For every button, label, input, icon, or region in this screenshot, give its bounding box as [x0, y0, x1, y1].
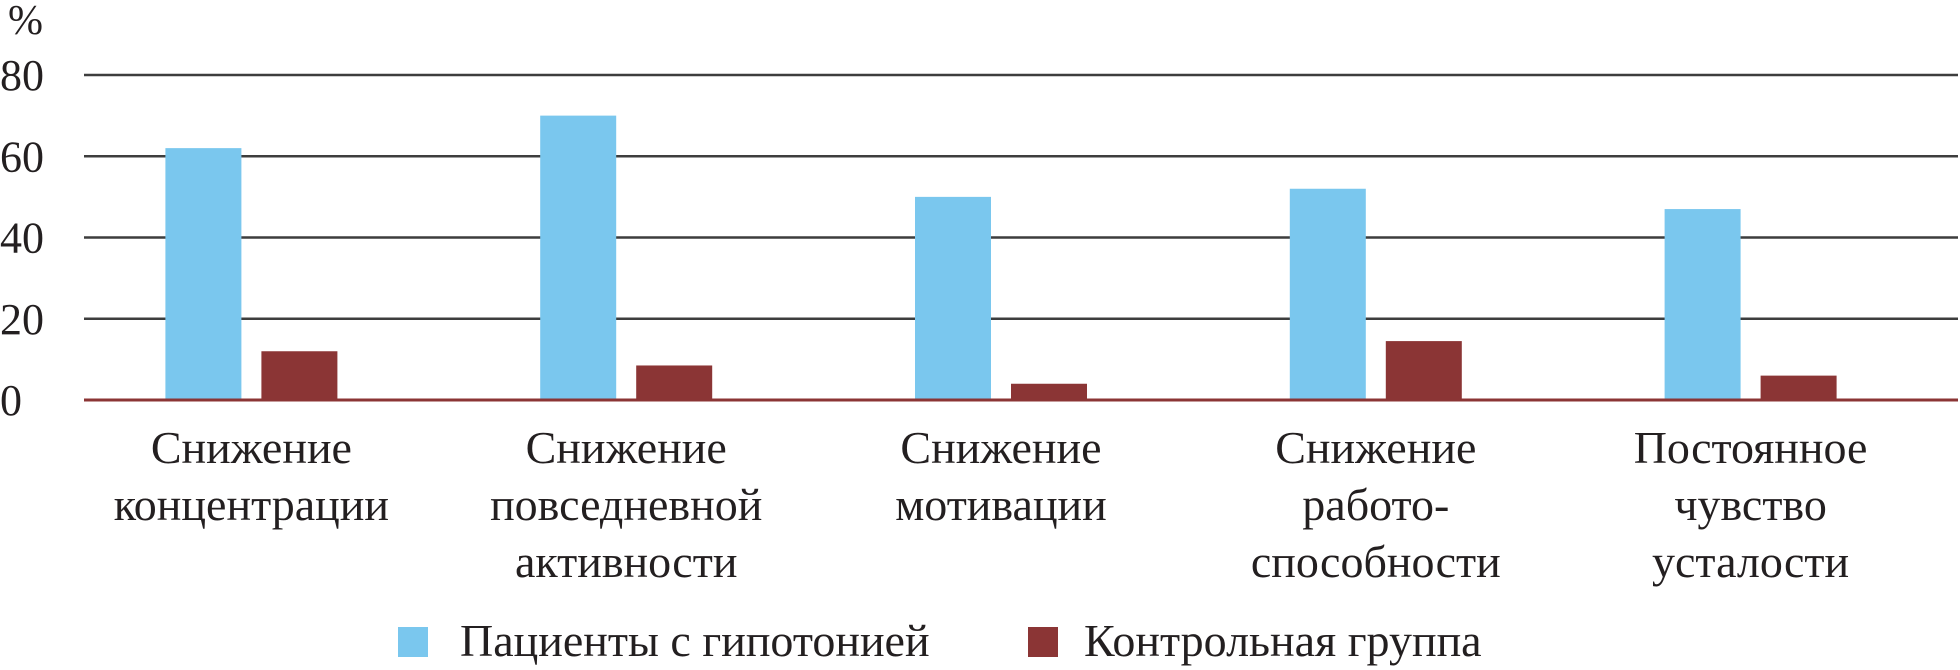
category-label: способности	[1251, 536, 1501, 587]
category-label: Снижение	[1275, 422, 1476, 473]
y-tick-label: 80	[0, 51, 44, 100]
legend-swatch-2	[1028, 627, 1058, 657]
legend-label-1: Пациенты с гипотонией	[460, 615, 930, 666]
legend-label-2: Контрольная группа	[1084, 615, 1482, 666]
y-tick-label: 40	[0, 214, 44, 263]
y-tick-label: 20	[0, 295, 44, 344]
category-labels: Снижение концентрации Снижение повседневной…	[114, 422, 1868, 587]
y-axis-unit-label: %	[8, 0, 43, 44]
bar-series-1-cat-2	[540, 115, 617, 400]
bars	[165, 115, 1837, 400]
bar-series-2-cat-5	[1760, 375, 1837, 400]
category-label: активности	[515, 536, 738, 587]
bar-series-2-cat-3	[1011, 383, 1087, 400]
category-label: чувство	[1674, 479, 1827, 530]
category-label: Снижение	[900, 422, 1101, 473]
bar-series-1-cat-1	[165, 148, 242, 400]
y-tick-label: 0	[0, 376, 22, 425]
bar-series-1-cat-3	[915, 196, 991, 400]
category-label: Постоянное	[1634, 422, 1868, 473]
legend: Пациенты с гипотонией Контрольная группа	[398, 615, 1482, 666]
y-axis-ticks: 0 20 40 60 80	[0, 51, 44, 425]
category-label: работо-	[1302, 479, 1449, 530]
bar-series-1-cat-5	[1664, 209, 1741, 400]
y-tick-label: 60	[0, 132, 44, 181]
gridlines	[84, 73, 1958, 320]
category-label: повседневной	[490, 479, 762, 530]
legend-swatch-1	[398, 627, 428, 657]
bar-series-2-cat-1	[261, 351, 338, 400]
category-label: мотивации	[895, 479, 1107, 530]
category-label: Снижение	[526, 422, 727, 473]
category-label: усталости	[1652, 536, 1849, 587]
bar-series-2-cat-2	[636, 365, 713, 400]
category-label: Снижение	[151, 422, 352, 473]
bar-series-1-cat-4	[1289, 188, 1366, 400]
category-label: концентрации	[114, 479, 389, 530]
bar-series-2-cat-4	[1385, 341, 1462, 400]
